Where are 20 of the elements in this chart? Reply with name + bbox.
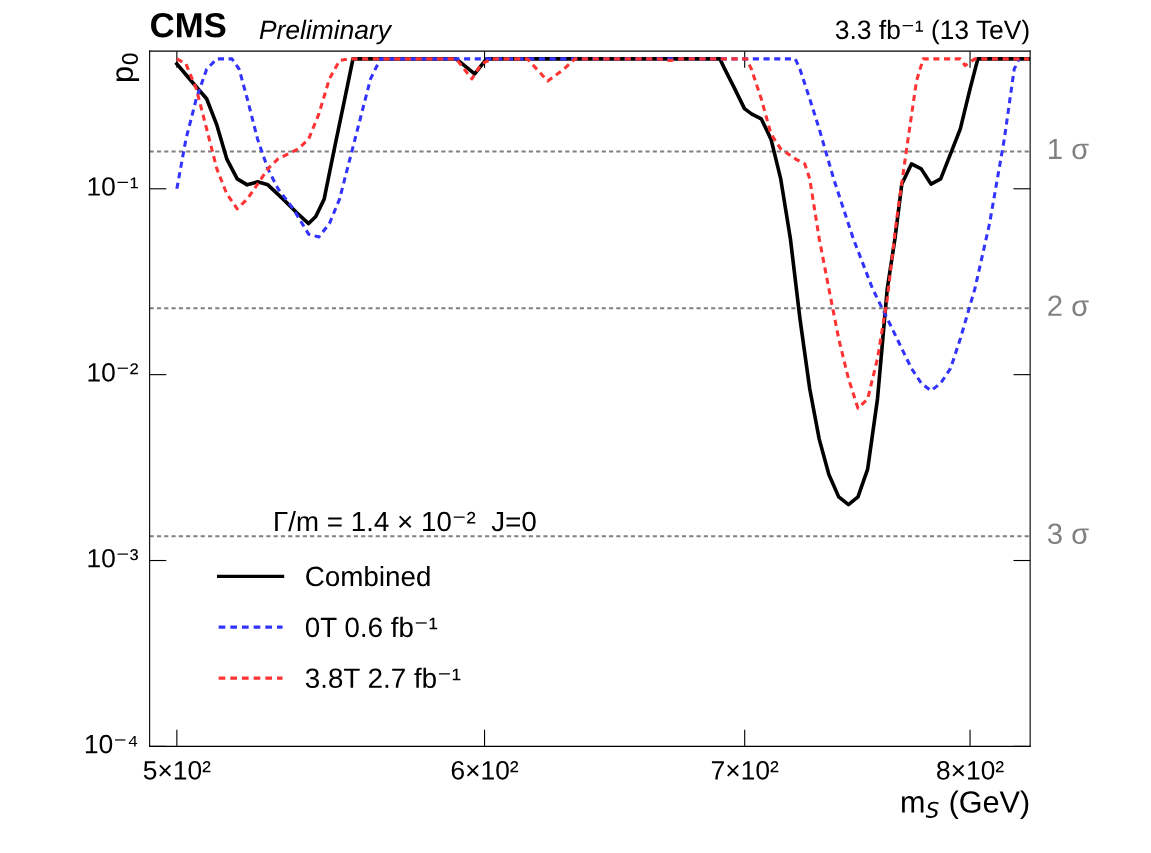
x-tick-label: 8×10² [937,760,1004,780]
y-tick-label: 10⁻³ [88,548,139,568]
text: 3.3 fb⁻¹ (13 TeV) [835,19,1029,45]
chart-title: CMS [151,12,226,38]
ref-line-label: 2 σ [1048,295,1089,317]
y-axis-title: p$_{0}$ [116,53,140,81]
y-tick-label: 10⁻² [88,363,139,382]
x-tick-label: 7×10² [711,760,779,780]
ref-line-label: 1 σ [1049,138,1089,160]
legend-label: 3.8T 2.7 fb⁻¹ [305,667,461,689]
legend-label: 0T 0.6 fb⁻¹ [305,616,438,638]
y-tick-label: 10⁻⁴ [85,734,138,754]
chart-subtitle: Preliminary [259,19,393,45]
annotation: Γ/m = 1.4 × 10⁻² J=0 [275,510,536,532]
x-tick-label: 5×10² [143,760,211,780]
y-tick-label: 10⁻¹ [88,177,138,196]
legend-label: Combined [306,565,430,587]
x-axis-title: m$_{S}$ (GeV) [902,790,1029,819]
ref-line-label: 3 σ [1047,523,1089,545]
x-tick-label: 6×10² [451,760,519,780]
